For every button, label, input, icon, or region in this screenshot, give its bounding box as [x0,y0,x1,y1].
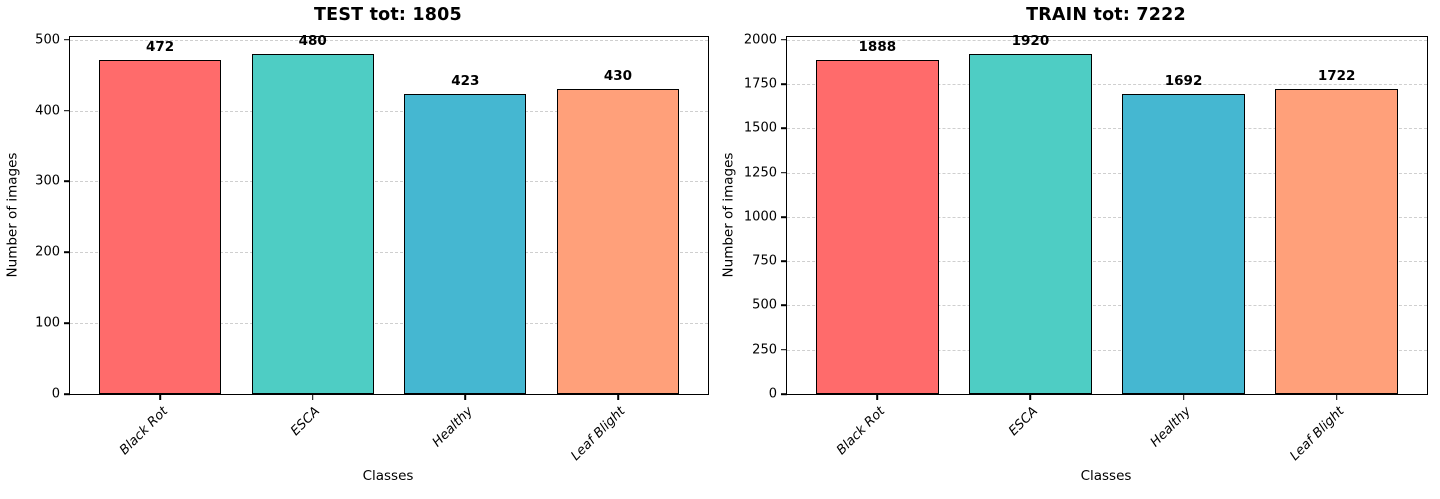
y-tick-mark [781,393,787,395]
chart-title: TEST tot: 1805 [314,5,462,25]
gridline [787,172,1427,174]
y-tick-mark [64,39,70,41]
bar-value-label: 1920 [1011,33,1050,49]
gridline [70,39,708,41]
y-axis-label: Number of images [4,152,21,277]
y-tick-label: 500 [35,32,60,48]
y-tick-mark [64,251,70,254]
y-tick-mark [64,393,70,395]
y-tick-label: 500 [752,297,777,313]
y-tick-label: 1500 [743,120,777,136]
y-tick-mark [781,39,787,41]
y-tick-label: 0 [768,386,777,402]
x-tick-mark [1182,394,1185,400]
bar-value-label: 472 [145,38,175,55]
bar-value-label: 480 [298,33,327,49]
bar [1275,89,1398,394]
x-tick-mark [876,394,879,400]
chart-title: TRAIN tot: 7222 [1026,5,1186,25]
x-tick-mark [1335,394,1338,400]
bar [816,59,939,394]
y-tick-label: 400 [35,103,60,119]
bar [556,89,679,394]
x-tick-mark [1029,394,1032,400]
x-tick-mark [617,394,619,400]
x-tick-mark [311,394,314,400]
bar-value-label: 1722 [1317,68,1356,85]
y-tick-label: 2000 [743,32,777,48]
bar-value-label: 1692 [1164,73,1203,90]
gridline [787,128,1427,130]
bar-value-label: 1888 [858,38,897,55]
y-tick-label: 0 [51,386,60,402]
gridline [787,349,1427,351]
x-tick-label: Healthy [1147,404,1195,451]
bar-value-label: 423 [451,73,480,90]
bar [1122,94,1245,394]
bar [969,54,1092,394]
x-tick-mark [159,394,161,400]
test-bar-chart: TEST tot: 1805 Number of images 0 100 200 3… [0,5,709,484]
x-tick-label: Black Rot [116,404,171,459]
y-tick-mark [64,180,70,183]
gridline [70,110,708,112]
y-tick-label: 1250 [743,165,777,181]
y-tick-mark [781,348,787,351]
y-tick-mark [781,216,787,218]
y-tick-mark [781,171,787,174]
y-axis-label-wrap: Number of images [716,36,740,393]
y-tick-mark [781,127,787,130]
gridline [787,84,1427,86]
gridline [70,252,708,254]
bar [251,54,374,394]
x-tick-label: ESCA [288,404,324,439]
x-tick-label: Black Rot [833,404,888,459]
x-axis-label: Classes [362,468,414,484]
bar [404,94,527,394]
x-tick-label: ESCA [1006,404,1042,439]
gridline [787,39,1427,41]
plot-area: 0 100 200 300 400 500 472 Black Rot 480 ESCA 423 He… [35,32,709,464]
y-tick-mark [781,83,787,85]
y-tick-label: 300 [35,173,60,189]
y-tick-mark [64,109,70,112]
gridline [787,305,1427,307]
train-bar-chart: TRAIN tot: 7222 Number of images 0 250 500… [720,0,1440,499]
y-tick-label: 750 [752,253,777,269]
y-axis-label: Number of images [720,152,737,277]
y-tick-label: 1750 [743,76,777,92]
bar-value-label: 430 [603,68,633,85]
gridline [787,216,1427,218]
y-tick-label: 1000 [743,209,777,225]
plot-area: 0 250 500 750 1000 1250 1500 1750 2000 1888 Black … [744,32,1428,464]
x-tick-label: Leaf Blight [1287,404,1348,464]
y-tick-label: 250 [752,342,777,358]
gridline [70,323,708,325]
y-tick-mark [64,322,70,324]
y-tick-label: 200 [35,244,60,260]
x-axis-label: Classes [1080,468,1132,484]
y-tick-mark [781,260,787,262]
x-tick-label: Healthy [429,404,476,451]
y-axis-label-wrap: Number of images [0,36,24,393]
x-tick-mark [464,394,467,400]
x-tick-label: Leaf Blight [568,404,629,464]
y-tick-mark [781,304,787,307]
y-tick-label: 100 [35,315,60,331]
gridline [70,181,708,183]
bar [99,59,222,394]
gridline [787,261,1427,263]
